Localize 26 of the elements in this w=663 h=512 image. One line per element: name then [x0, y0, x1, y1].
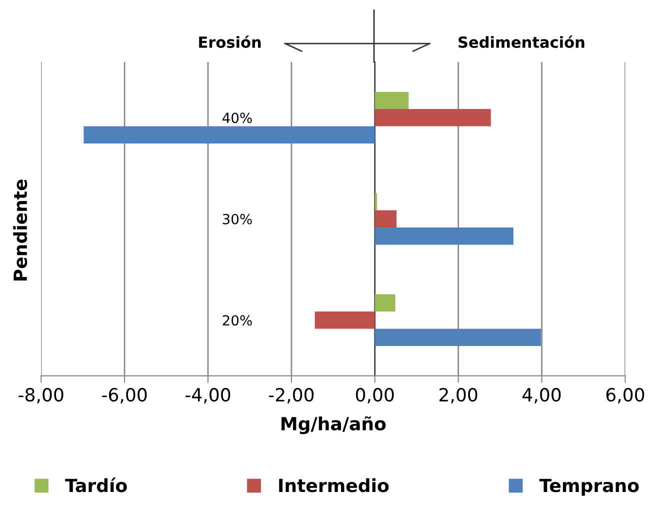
x-tick-label: -4,00: [186, 388, 230, 404]
bar: [374, 210, 397, 228]
x-tick-label: 0,00: [356, 388, 394, 404]
x-tick-label: 6,00: [606, 388, 644, 404]
y-axis-title: Pendiente: [13, 180, 28, 280]
y-tick-label: 20%: [222, 315, 252, 326]
y-tick-label: 40%: [222, 112, 252, 124]
bar: [374, 294, 396, 312]
legend-label: Tardío: [65, 478, 127, 492]
y-tick-label: 30%: [222, 214, 252, 224]
bar: [374, 227, 514, 245]
legend-label: Temprano: [539, 478, 639, 496]
x-tick-label: 4,00: [522, 388, 561, 404]
bar: [374, 109, 491, 126]
text: Sedimentación: [458, 36, 584, 48]
x-tick-label: -6,00: [102, 388, 147, 404]
text: Erosión: [199, 36, 261, 48]
bar: [374, 328, 541, 346]
legend-label: Intermedio: [279, 478, 389, 492]
x-tick-label: 2,00: [440, 388, 478, 404]
x-tick-label: -2,00: [268, 388, 314, 404]
x-axis-title: Mg/ha/año: [282, 416, 386, 434]
bar: [374, 92, 409, 110]
bar: [314, 312, 375, 329]
bar: [84, 126, 375, 144]
x-tick-label: -8,00: [18, 388, 64, 404]
